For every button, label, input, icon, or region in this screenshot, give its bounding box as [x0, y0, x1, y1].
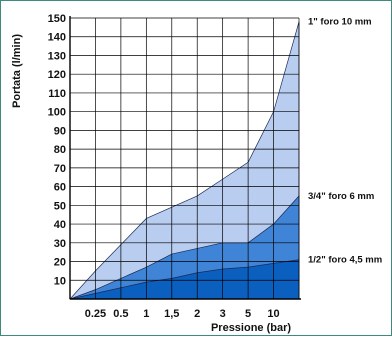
y-tick-label: 20: [54, 257, 66, 269]
y-tick-label: 90: [54, 125, 66, 137]
series-label-0: 1" foro 10 mm: [308, 17, 372, 28]
y-tick-label: 130: [48, 50, 66, 62]
y-tick-label: 40: [54, 219, 66, 231]
y-tick-label: 80: [54, 144, 66, 156]
x-tick-label: 5: [245, 308, 251, 320]
y-tick-label: 50: [54, 200, 66, 212]
y-tick-label: 120: [48, 69, 66, 81]
y-tick-label: 60: [54, 182, 66, 194]
x-tick-label: 1: [143, 308, 149, 320]
series-label-1: 3/4" foro 6 mm: [308, 191, 374, 202]
x-axis-label: Pressione (bar): [211, 322, 291, 334]
flow-rate-chart: 1020304050607080901001101201301401500.25…: [11, 13, 382, 334]
y-axis-label: Portata (l/min): [11, 34, 23, 108]
series-label-2: 1/2" foro 4,5 mm: [308, 255, 382, 266]
x-tick-label: 0.5: [113, 308, 128, 320]
x-tick-label: 2: [194, 308, 200, 320]
y-tick-label: 110: [48, 88, 66, 100]
y-tick-label: 10: [54, 275, 66, 287]
y-tick-label: 140: [48, 32, 66, 44]
y-tick-label: 30: [54, 238, 66, 250]
y-tick-label: 100: [48, 107, 66, 119]
y-tick-label: 150: [48, 13, 66, 25]
x-tick-label: 3: [220, 308, 226, 320]
x-tick-label: 1,5: [164, 308, 179, 320]
y-tick-label: 70: [54, 163, 66, 175]
x-tick-label: 0.25: [85, 308, 106, 320]
x-tick-label: 10: [267, 308, 279, 320]
